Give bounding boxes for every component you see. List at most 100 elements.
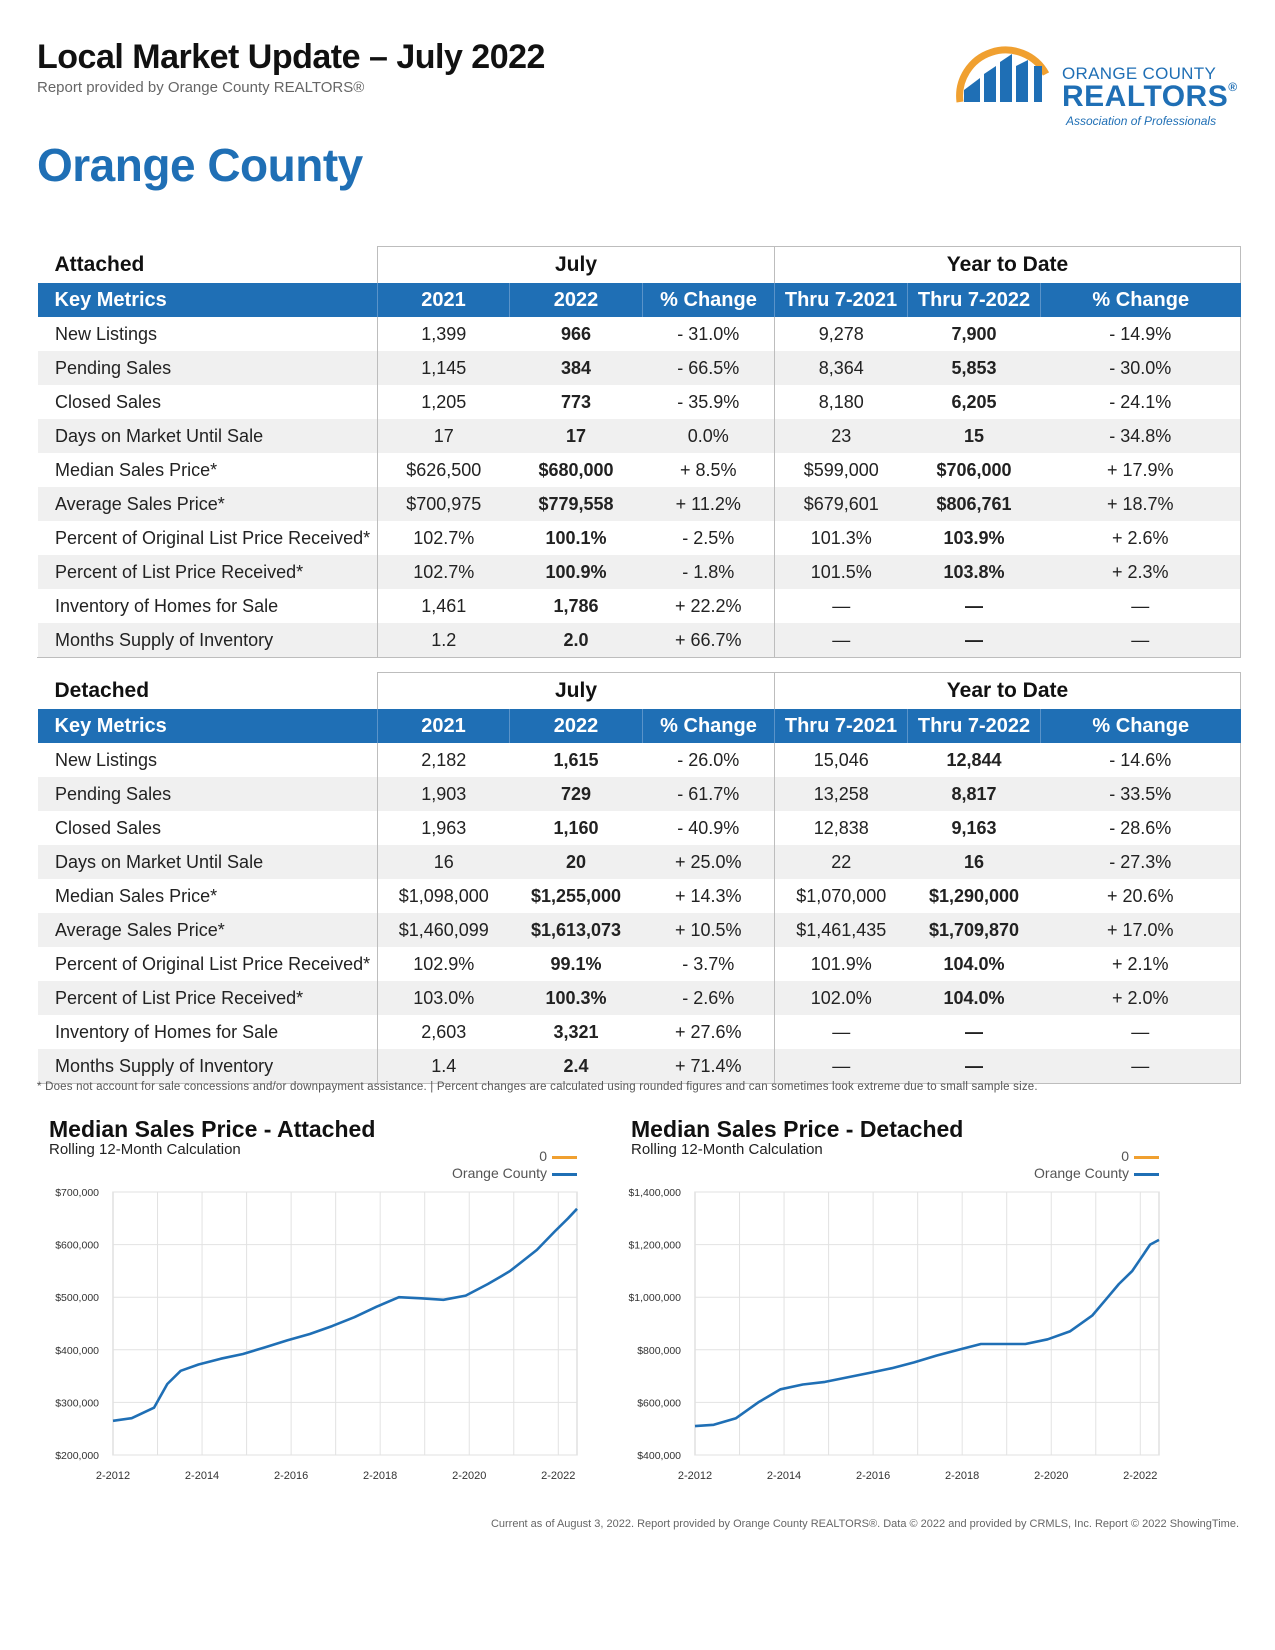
chart-attached-legend-0-swatch bbox=[552, 1156, 577, 1159]
attached-row: Percent of List Price Received* 102.7% 100… bbox=[37, 555, 1241, 589]
detached-cell: — bbox=[907, 1049, 1041, 1084]
detached-ytd-group: Year to Date bbox=[774, 672, 1241, 709]
detached-cell: - 33.5% bbox=[1040, 777, 1241, 811]
logo-tagline: Association of Professionals bbox=[1066, 114, 1217, 128]
bottom-note: Current as of August 3, 2022. Report pro… bbox=[490, 1518, 1239, 1530]
detached-cell: - 61.7% bbox=[642, 777, 775, 811]
detached-cell: 16 bbox=[377, 845, 510, 879]
chart-detached-plot: $1,400,000 $1,200,000 $1,000,000 $800,000 $6… bbox=[628, 1187, 1160, 1482]
attached-cell: 8,180 bbox=[774, 385, 908, 419]
attached-col-header-2: 2022 bbox=[509, 283, 643, 317]
attached-cell: 1,145 bbox=[377, 351, 510, 385]
attached-metric-name: Months Supply of Inventory bbox=[37, 623, 378, 658]
attached-metric-name: Percent of List Price Received* bbox=[37, 555, 378, 589]
detached-cell: - 27.3% bbox=[1040, 845, 1241, 879]
attached-metrics-table: Attached July Year to Date Key Metrics 20… bbox=[37, 246, 1241, 658]
attached-col-header-1: 2021 bbox=[377, 283, 510, 317]
attached-cell: $599,000 bbox=[774, 453, 908, 487]
attached-cell: $679,601 bbox=[774, 487, 908, 521]
attached-cell: 7,900 bbox=[951, 323, 997, 344]
detached-metric-name: Inventory of Homes for Sale bbox=[37, 1015, 378, 1049]
detached-cell: 2,603 bbox=[377, 1015, 510, 1049]
attached-cell: 17 bbox=[509, 419, 643, 453]
attached-col-header-4: Thru 7-2021 bbox=[774, 283, 908, 317]
attached-cell: — bbox=[907, 623, 1041, 658]
detached-cell: 102.0% bbox=[774, 981, 908, 1015]
detached-cell: 2,182 bbox=[377, 743, 510, 777]
attached-cell: 100.1% bbox=[545, 527, 607, 548]
attached-cell: - 35.9% bbox=[677, 391, 740, 412]
detached-metric-name: Closed Sales bbox=[37, 811, 378, 845]
attached-metric-name: Closed Sales bbox=[37, 385, 378, 419]
attached-cell: $700,975 bbox=[377, 487, 510, 521]
attached-row: Months Supply of Inventory 1.2 2.0 + 66.7% —… bbox=[37, 623, 1241, 658]
chart-x-tick-label: 2-2012 bbox=[678, 1470, 712, 1482]
attached-cell: — bbox=[1040, 623, 1241, 658]
attached-cell: - 30.0% bbox=[1040, 351, 1241, 385]
attached-cell: 1,205 bbox=[377, 385, 510, 419]
detached-label: Detached bbox=[37, 672, 378, 709]
detached-row: Pending Sales 1,903 729- 61.7% 13,258 8,817-… bbox=[37, 777, 1241, 811]
logo-line-1: ORANGE COUNTY bbox=[1062, 64, 1217, 83]
chart-y-tick-label: $300,000 bbox=[55, 1397, 99, 1409]
chart-plot-area bbox=[112, 1191, 578, 1456]
detached-cell: 20 bbox=[509, 845, 643, 879]
report-subtitle: Report provided by Orange County REALTOR… bbox=[37, 79, 365, 96]
detached-cell: 102.9% bbox=[377, 947, 510, 981]
detached-cell: $1,070,000 bbox=[774, 879, 908, 913]
attached-cell: + 17.9% bbox=[1040, 453, 1241, 487]
attached-july-group: July bbox=[377, 246, 775, 283]
attached-cell: - 14.9% bbox=[1040, 317, 1241, 351]
detached-cell: — bbox=[965, 1021, 983, 1042]
attached-row: Inventory of Homes for Sale 1,461 1,786 + 2… bbox=[37, 589, 1241, 623]
detached-cell: $1,255,000 bbox=[530, 885, 622, 906]
attached-cell: — bbox=[774, 623, 908, 658]
attached-cell: 102.7% bbox=[377, 555, 510, 589]
attached-cell: - 31.0% bbox=[677, 323, 740, 344]
attached-cell: $626,500 bbox=[377, 453, 510, 487]
attached-cell: — bbox=[965, 595, 983, 616]
detached-cell: + 2.0% bbox=[1040, 981, 1241, 1015]
attached-cell: 1,786 bbox=[553, 595, 599, 616]
detached-cell: 1,615 bbox=[553, 749, 599, 770]
attached-cell: 0.0% bbox=[642, 419, 775, 453]
attached-label: Attached bbox=[37, 246, 378, 283]
detached-row: Average Sales Price* $1,460,099 $1,613,073… bbox=[37, 913, 1241, 947]
detached-cell: + 14.3% bbox=[674, 885, 742, 906]
detached-cell: + 20.6% bbox=[1040, 879, 1241, 913]
chart-y-tick-label: $400,000 bbox=[55, 1345, 99, 1357]
attached-cell: 5,853 bbox=[907, 351, 1041, 385]
attached-cell: $706,000 bbox=[936, 459, 1012, 480]
orange-county-realtors-logo: ORANGE COUNTY REALTORS® Association of P… bbox=[950, 36, 1240, 132]
detached-cell: - 14.6% bbox=[1040, 743, 1241, 777]
chart-detached-legend-0-swatch bbox=[1134, 1156, 1159, 1159]
chart-detached-legend-1-swatch bbox=[1134, 1173, 1159, 1176]
chart-detached-subtitle: Rolling 12-Month Calculation bbox=[631, 1141, 823, 1158]
attached-row: New Listings 1,399 966 - 31.0% 9,278 7,900 - 1… bbox=[37, 317, 1241, 351]
chart-x-tick-label: 2-2020 bbox=[452, 1470, 486, 1482]
detached-cell: — bbox=[1040, 1015, 1241, 1049]
chart-y-tick-label: $500,000 bbox=[55, 1292, 99, 1304]
house-arc-logo-icon bbox=[956, 46, 1050, 103]
chart-y-tick-label: $1,400,000 bbox=[628, 1187, 681, 1199]
chart-attached-subtitle: Rolling 12-Month Calculation bbox=[49, 1141, 241, 1158]
attached-row: Days on Market Until Sale 17 17 0.0% 23 15- 3… bbox=[37, 419, 1241, 453]
detached-cell: — bbox=[774, 1015, 908, 1049]
detached-col-header-5: Thru 7-2022 bbox=[907, 709, 1041, 743]
detached-metric-name: Average Sales Price* bbox=[37, 913, 378, 947]
attached-col-header-0: Key Metrics bbox=[37, 283, 378, 317]
detached-metric-name: New Listings bbox=[37, 743, 378, 777]
chart-x-tick-label: 2-2014 bbox=[185, 1470, 219, 1482]
detached-row: Days on Market Until Sale 16 20 + 25.0% 22 16… bbox=[37, 845, 1241, 879]
detached-cell: + 25.0% bbox=[642, 845, 775, 879]
detached-cell: 101.9% bbox=[774, 947, 908, 981]
attached-cell: 2.0 bbox=[509, 623, 643, 658]
attached-cell: 384 bbox=[509, 351, 643, 385]
chart-x-tick-label: 2-2018 bbox=[945, 1470, 979, 1482]
attached-cell: 6,205 bbox=[951, 391, 997, 412]
detached-row: Percent of Original List Price Received*… bbox=[37, 947, 1241, 981]
detached-cell: $1,460,099 bbox=[377, 913, 510, 947]
region-title: Orange County bbox=[37, 139, 363, 191]
detached-cell: - 40.9% bbox=[677, 817, 740, 838]
detached-cell: 99.1% bbox=[550, 953, 602, 974]
